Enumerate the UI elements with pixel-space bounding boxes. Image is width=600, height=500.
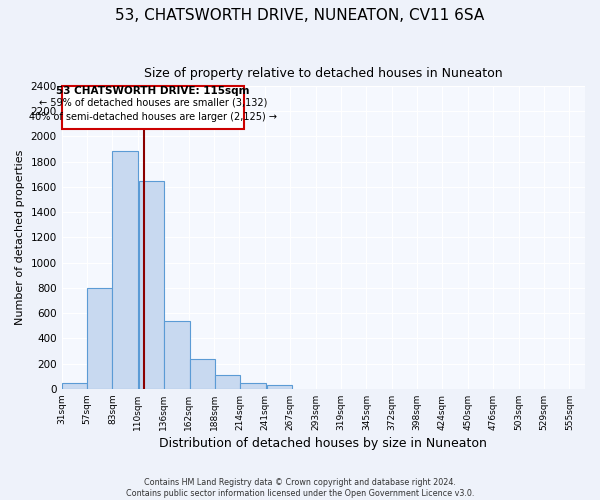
Text: ← 59% of detached houses are smaller (3,132): ← 59% of detached houses are smaller (3,…	[39, 97, 267, 107]
Text: 53, CHATSWORTH DRIVE, NUNEATON, CV11 6SA: 53, CHATSWORTH DRIVE, NUNEATON, CV11 6SA	[115, 8, 485, 22]
Bar	[139, 180, 164, 389]
Text: 40% of semi-detached houses are larger (2,125) →: 40% of semi-detached houses are larger (…	[29, 112, 277, 122]
Bar	[62, 382, 87, 389]
FancyBboxPatch shape	[62, 86, 244, 129]
Text: 53 CHATSWORTH DRIVE: 115sqm: 53 CHATSWORTH DRIVE: 115sqm	[56, 86, 250, 96]
Bar	[190, 359, 215, 389]
Y-axis label: Number of detached properties: Number of detached properties	[15, 150, 25, 325]
Bar	[164, 320, 190, 389]
Bar	[215, 375, 241, 389]
Bar	[87, 288, 112, 389]
Bar	[267, 385, 292, 389]
Bar	[112, 152, 138, 389]
X-axis label: Distribution of detached houses by size in Nuneaton: Distribution of detached houses by size …	[160, 437, 487, 450]
Bar	[241, 382, 266, 389]
Title: Size of property relative to detached houses in Nuneaton: Size of property relative to detached ho…	[144, 68, 503, 80]
Text: Contains HM Land Registry data © Crown copyright and database right 2024.
Contai: Contains HM Land Registry data © Crown c…	[126, 478, 474, 498]
